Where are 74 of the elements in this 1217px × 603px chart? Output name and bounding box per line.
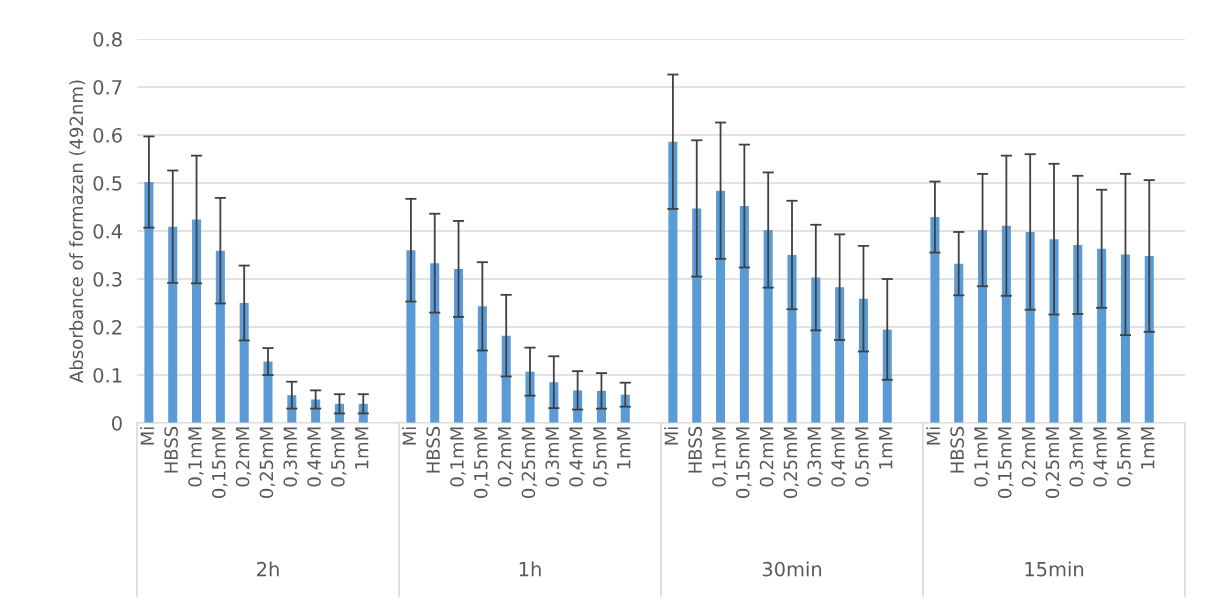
x-tick-label: Mi bbox=[402, 427, 416, 445]
x-tick-label: 0,2mM bbox=[1021, 427, 1038, 487]
bar bbox=[858, 298, 868, 423]
x-tick-label: Mi bbox=[664, 427, 678, 445]
x-tick-label: 0,25mM bbox=[521, 427, 538, 498]
y-tick-label: 0.7 bbox=[93, 79, 122, 95]
x-tick-label: 0,5mM bbox=[593, 427, 609, 487]
bar bbox=[930, 217, 940, 423]
bar bbox=[263, 361, 273, 423]
x-tick-label: 1mM bbox=[355, 427, 369, 469]
x-tick-label: 0,4mM bbox=[1093, 427, 1109, 487]
bar bbox=[168, 226, 178, 423]
x-tick-label: 0,3mM bbox=[283, 427, 299, 487]
x-tick-label: 0,5mM bbox=[1117, 427, 1133, 487]
x-tick-label: 0,15mM bbox=[211, 427, 228, 498]
y-tick-label: 0.1 bbox=[93, 367, 122, 383]
bar bbox=[787, 255, 797, 423]
x-tick-label: 0,1mM bbox=[974, 427, 990, 487]
bar bbox=[192, 219, 202, 423]
bar bbox=[954, 263, 964, 423]
x-tick-label: 1mM bbox=[1141, 427, 1155, 469]
bar bbox=[406, 250, 416, 423]
bar bbox=[215, 250, 225, 423]
bar bbox=[716, 190, 726, 423]
x-tick-label: HBSS bbox=[426, 426, 440, 473]
x-tick-label: 0,4mM bbox=[307, 427, 323, 487]
x-tick-label: 0,2mM bbox=[497, 427, 514, 487]
y-tick-label: 0.2 bbox=[93, 319, 122, 335]
text: 2h bbox=[257, 561, 279, 577]
x-tick-label: 0,2mM bbox=[759, 427, 776, 487]
x-tick-label: HBSS bbox=[164, 426, 178, 473]
x-tick-label: 0,1mM bbox=[712, 427, 728, 487]
y-tick-label: 0.4 bbox=[93, 223, 123, 239]
text: 1h bbox=[519, 561, 541, 577]
bar bbox=[454, 268, 464, 423]
x-tick-label: HBSS bbox=[950, 426, 964, 473]
y-tick-label: 0.5 bbox=[93, 175, 122, 191]
x-tick-label: 0,5mM bbox=[855, 427, 871, 487]
x-tick-label: 0,25mM bbox=[783, 427, 800, 498]
x-tick-label: 0,25mM bbox=[259, 427, 276, 498]
y-tick-label: 0.6 bbox=[93, 127, 122, 143]
y-tick-label: 0.3 bbox=[93, 271, 122, 287]
bar bbox=[763, 230, 773, 423]
bar bbox=[144, 182, 154, 423]
x-tick-label: 0,15mM bbox=[997, 427, 1014, 498]
bar bbox=[430, 263, 440, 423]
bar bbox=[692, 208, 702, 423]
bar bbox=[668, 141, 678, 423]
x-tick-label: 0,15mM bbox=[473, 427, 490, 498]
x-tick-label: 0,2mM bbox=[235, 427, 252, 487]
x-tick-label: 0,3mM bbox=[545, 427, 561, 487]
x-tick-label: 0,15mM bbox=[735, 427, 752, 498]
bar bbox=[1120, 254, 1130, 423]
bar bbox=[239, 303, 249, 423]
x-tick-label: 0,5mM bbox=[331, 427, 347, 487]
text: 30min bbox=[762, 561, 822, 577]
y-tick-label: 0 bbox=[112, 415, 122, 431]
x-tick-label: 0,1mM bbox=[188, 427, 204, 487]
x-tick-label: 0,4mM bbox=[831, 427, 847, 487]
x-tick-label: Mi bbox=[140, 427, 154, 445]
x-tick-label: 0,3mM bbox=[1069, 427, 1085, 487]
x-tick-label: HBSS bbox=[688, 426, 702, 473]
x-tick-label: 1mM bbox=[879, 427, 893, 469]
x-tick-label: 0,3mM bbox=[807, 427, 823, 487]
x-tick-label: 1mM bbox=[617, 427, 631, 469]
x-tick-label: 0,25mM bbox=[1045, 427, 1062, 498]
y-tick-label: 0.8 bbox=[93, 31, 122, 47]
x-tick-label: Mi bbox=[926, 427, 940, 445]
x-tick-label: 0,1mM bbox=[450, 427, 466, 487]
bar bbox=[739, 206, 749, 423]
bar bbox=[978, 230, 988, 423]
x-tick-label: 0,4mM bbox=[569, 427, 585, 487]
y-axis-title: Absorbance of formazan (492nm) bbox=[69, 80, 86, 383]
text: 15min bbox=[1025, 561, 1084, 577]
